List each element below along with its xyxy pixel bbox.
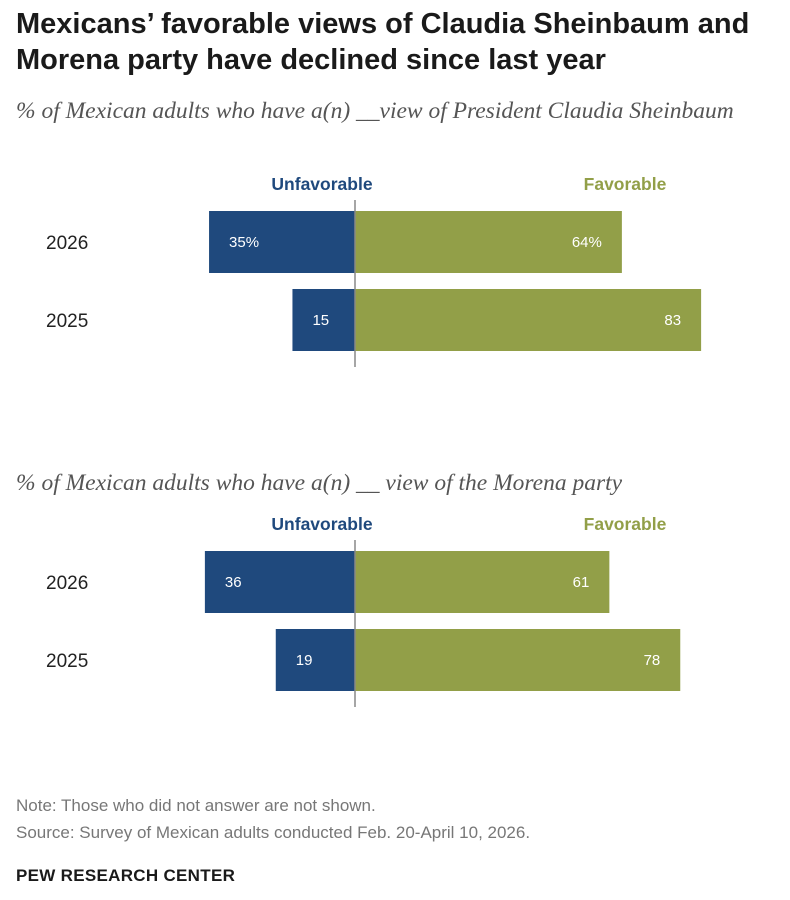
value-label-favorable-2025: 83: [664, 312, 681, 329]
bar-favorable-2026: [355, 211, 622, 273]
bar-favorable-2025: [355, 289, 702, 351]
legend-unfavorable: Unfavorable: [271, 174, 372, 194]
pew-research-center-logo: PEW RESEARCH CENTER: [16, 866, 236, 885]
value-label-favorable-2026: 64%: [572, 234, 602, 251]
value-label-unfavorable-2025: 19: [296, 652, 313, 669]
category-label-2025: 2025: [46, 311, 88, 332]
value-label-favorable-2025: 78: [644, 652, 661, 669]
chart-source: Source: Survey of Mexican adults conduct…: [16, 823, 531, 842]
bar-unfavorable-2026: [209, 211, 355, 273]
chart-subtitle-sheinbaum: % of Mexican adults who have a(n) __view…: [16, 98, 734, 124]
category-label-2026: 2026: [46, 573, 88, 594]
value-label-unfavorable-2025: 15: [312, 312, 329, 329]
bar-unfavorable-2025: [292, 289, 355, 351]
bar-unfavorable-2026: [204, 551, 355, 613]
morena-views-chart: Unfavorable Favorable 2026 36 61 2025 19 78: [46, 514, 681, 707]
legend-favorable: Favorable: [584, 174, 667, 194]
value-label-unfavorable-2026: 36: [225, 574, 242, 591]
chart-note: Note: Those who did not answer are not s…: [16, 796, 376, 815]
category-label-2025: 2025: [46, 651, 88, 672]
value-label-favorable-2026: 61: [573, 574, 590, 591]
legend-unfavorable: Unfavorable: [271, 514, 372, 534]
category-label-2026: 2026: [46, 233, 88, 254]
bar-favorable-2025: [355, 629, 681, 691]
bar-favorable-2026: [355, 551, 610, 613]
bar-unfavorable-2025: [275, 629, 355, 691]
sheinbaum-views-chart: Unfavorable Favorable 2026 35% 64% 2025 15 83: [46, 174, 702, 367]
value-label-unfavorable-2026: 35%: [229, 234, 259, 251]
chart-subtitle-morena: % of Mexican adults who have a(n) __ vie…: [16, 470, 623, 496]
chart-title: Mexicans’ favorable views of Claudia She…: [16, 8, 750, 76]
legend-favorable: Favorable: [584, 514, 667, 534]
